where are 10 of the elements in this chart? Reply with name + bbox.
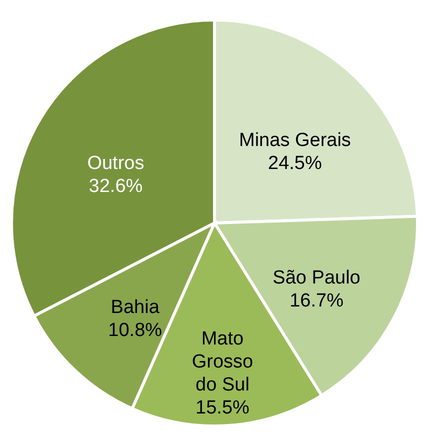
slice-label: Bahia (110, 297, 160, 318)
data-label: 16.7% (290, 290, 344, 312)
slice-label: São Paulo (272, 268, 360, 289)
slice-label: Outros (87, 152, 144, 174)
data-label: 15.5% (196, 397, 250, 418)
slice-label: Minas Gerais (239, 130, 351, 151)
data-label: 32.6% (88, 176, 143, 197)
data-label: 10.8% (108, 320, 162, 342)
slice-label: Mato Grosso do Sul (192, 328, 254, 396)
data-label: 24.5% (268, 152, 322, 174)
